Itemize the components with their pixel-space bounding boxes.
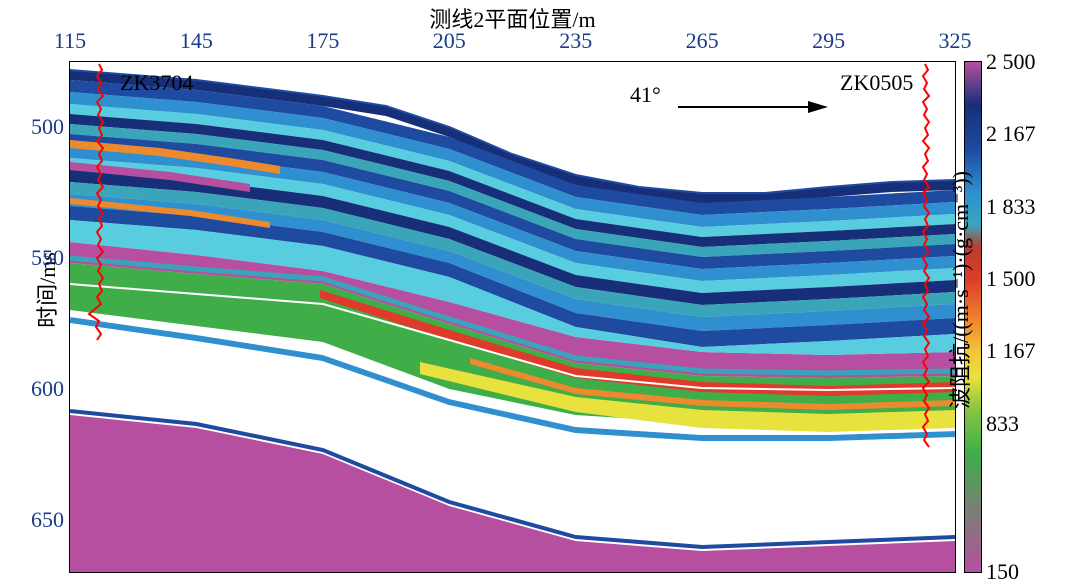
colorbar-tick: 150 xyxy=(986,559,1019,579)
well-label-zk0505: ZK0505 xyxy=(840,70,913,96)
colorbar-tick: 1 500 xyxy=(986,266,1036,292)
x-tick: 205 xyxy=(433,28,466,54)
angle-arrow-icon xyxy=(678,97,828,117)
y-tick: 550 xyxy=(10,245,64,271)
colorbar-tick: 2 167 xyxy=(986,121,1036,147)
colorbar-tick: 2 500 xyxy=(986,49,1036,75)
x-tick: 235 xyxy=(559,28,592,54)
colorbar-tick: 833 xyxy=(986,411,1019,437)
x-tick: 295 xyxy=(812,28,845,54)
colorbar-tick: 1 833 xyxy=(986,194,1036,220)
x-tick: 145 xyxy=(180,28,213,54)
figure-root: 测线2平面位置/m 115 145 175 205 235 265 295 32… xyxy=(0,0,1080,579)
colorbar-title: 波阻抗/((m·s⁻¹)·(g·cm⁻³)) xyxy=(943,170,975,408)
x-tick: 265 xyxy=(686,28,719,54)
section-svg xyxy=(70,62,955,572)
colorbar-tick: 1 167 xyxy=(986,338,1036,364)
seismic-section: ZK3704 ZK0505 41° xyxy=(70,62,955,572)
y-tick: 500 xyxy=(10,114,64,140)
x-tick: 115 xyxy=(54,28,86,54)
x-tick: 175 xyxy=(306,28,339,54)
y-tick: 650 xyxy=(10,507,64,533)
y-tick: 600 xyxy=(10,376,64,402)
well-label-zk3704: ZK3704 xyxy=(120,70,193,96)
angle-label: 41° xyxy=(630,82,661,108)
x-tick: 325 xyxy=(939,28,972,54)
